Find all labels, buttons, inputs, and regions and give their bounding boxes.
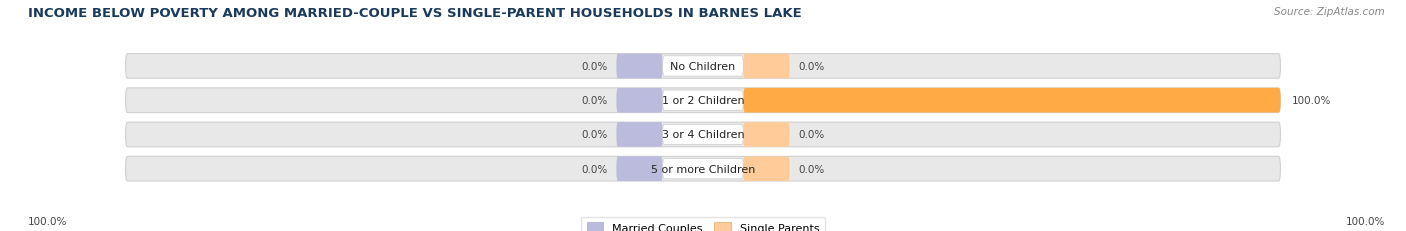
Text: 0.0%: 0.0% — [799, 164, 824, 174]
Text: Source: ZipAtlas.com: Source: ZipAtlas.com — [1274, 7, 1385, 17]
Text: 3 or 4 Children: 3 or 4 Children — [662, 130, 744, 140]
Text: 1 or 2 Children: 1 or 2 Children — [662, 96, 744, 106]
FancyBboxPatch shape — [125, 123, 1281, 147]
Text: 100.0%: 100.0% — [1292, 96, 1331, 106]
Text: 0.0%: 0.0% — [582, 96, 607, 106]
FancyBboxPatch shape — [125, 54, 1281, 79]
FancyBboxPatch shape — [744, 123, 790, 147]
FancyBboxPatch shape — [616, 157, 662, 181]
Legend: Married Couples, Single Parents: Married Couples, Single Parents — [581, 217, 825, 231]
Text: 100.0%: 100.0% — [1346, 216, 1385, 226]
FancyBboxPatch shape — [616, 54, 662, 79]
Text: 0.0%: 0.0% — [582, 164, 607, 174]
FancyBboxPatch shape — [616, 88, 662, 113]
FancyBboxPatch shape — [744, 54, 790, 79]
Text: 0.0%: 0.0% — [582, 130, 607, 140]
FancyBboxPatch shape — [662, 57, 744, 77]
FancyBboxPatch shape — [616, 123, 662, 147]
Text: No Children: No Children — [671, 62, 735, 72]
FancyBboxPatch shape — [662, 159, 744, 179]
Text: 0.0%: 0.0% — [799, 130, 824, 140]
Text: 0.0%: 0.0% — [799, 62, 824, 72]
FancyBboxPatch shape — [125, 157, 1281, 181]
Text: 100.0%: 100.0% — [28, 216, 67, 226]
FancyBboxPatch shape — [744, 157, 790, 181]
FancyBboxPatch shape — [662, 91, 744, 111]
FancyBboxPatch shape — [662, 125, 744, 145]
Text: INCOME BELOW POVERTY AMONG MARRIED-COUPLE VS SINGLE-PARENT HOUSEHOLDS IN BARNES : INCOME BELOW POVERTY AMONG MARRIED-COUPL… — [28, 7, 801, 20]
Text: 0.0%: 0.0% — [582, 62, 607, 72]
FancyBboxPatch shape — [744, 88, 1281, 113]
Text: 5 or more Children: 5 or more Children — [651, 164, 755, 174]
FancyBboxPatch shape — [125, 88, 1281, 113]
